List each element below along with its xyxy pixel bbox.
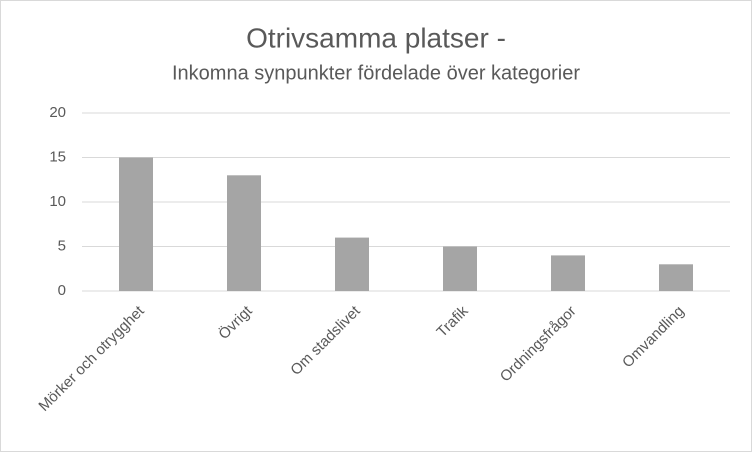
y-tick-label: 0 (58, 282, 66, 299)
chart-title: Otrivsamma platser - (246, 22, 506, 53)
chart-subtitle: Inkomna synpunkter fördelade över katego… (172, 62, 580, 84)
bar (659, 264, 693, 291)
bar (443, 246, 477, 291)
bar (227, 175, 261, 291)
y-tick-label: 15 (49, 148, 66, 165)
y-tick-label: 20 (49, 104, 66, 121)
bar (119, 157, 153, 291)
bar (551, 255, 585, 291)
y-tick-label: 5 (58, 237, 66, 254)
bar (335, 237, 369, 291)
y-tick-label: 10 (49, 193, 66, 210)
